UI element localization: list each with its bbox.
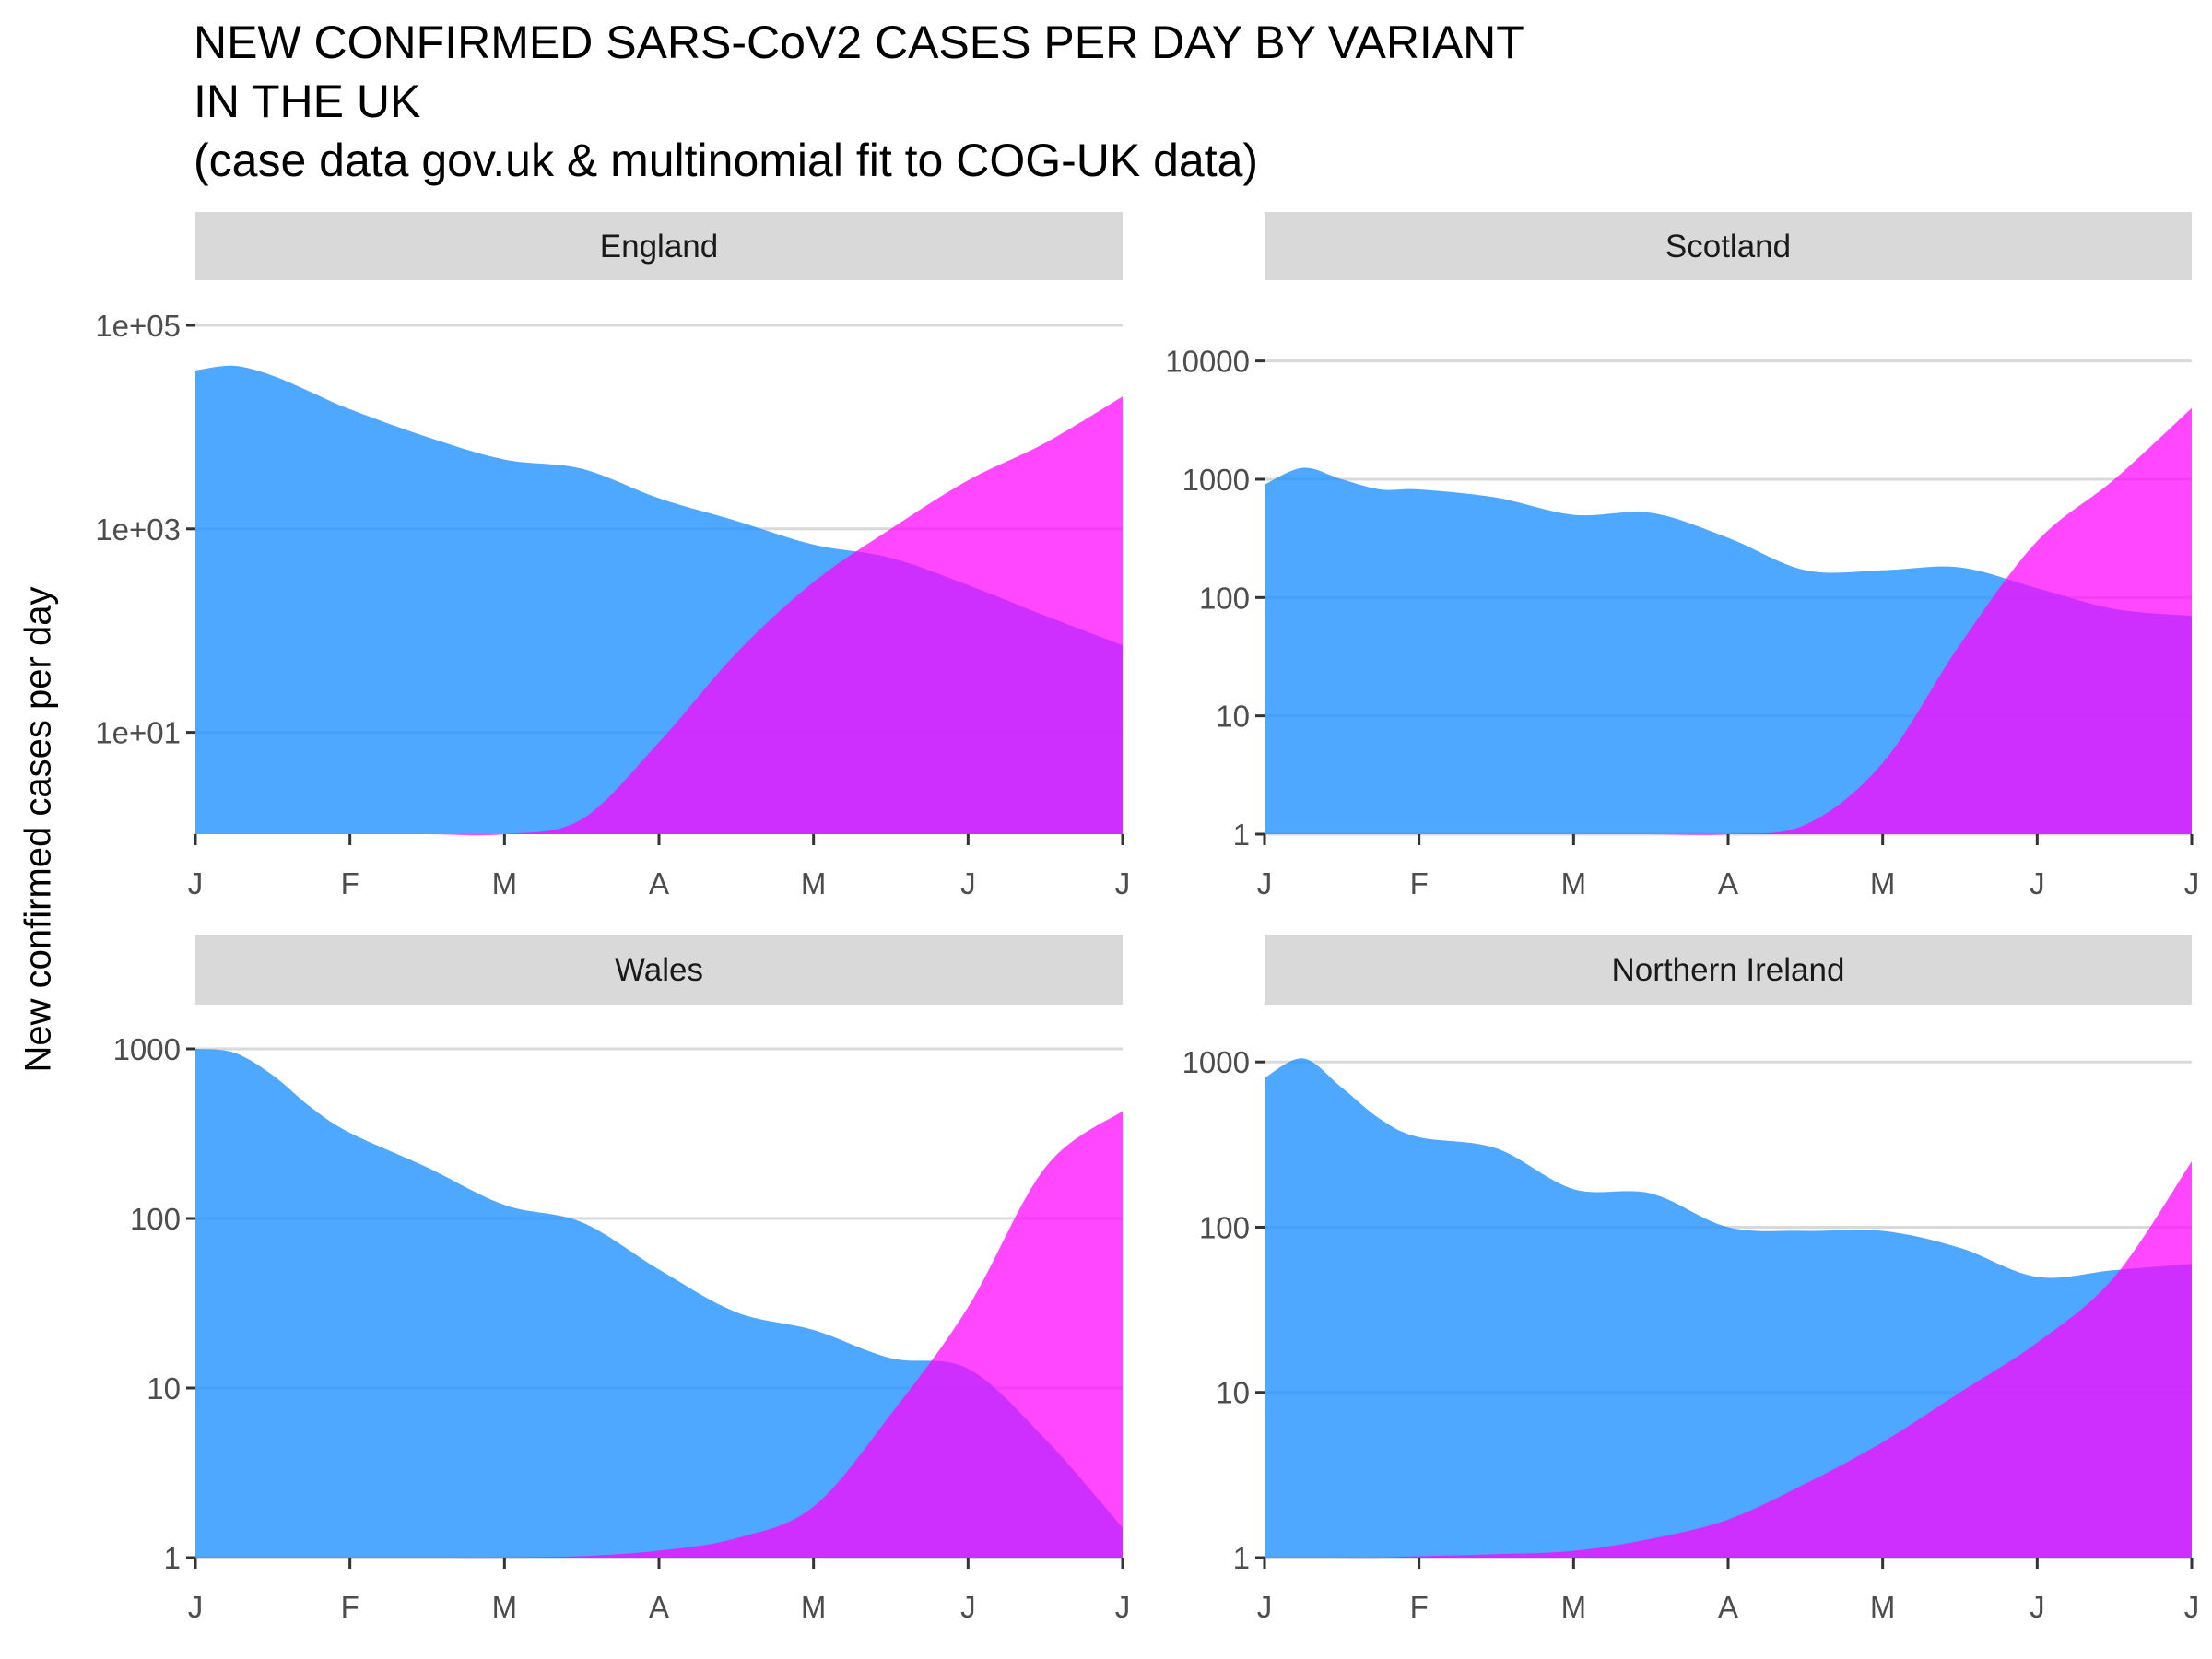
x-tick-label: J [2030, 866, 2045, 900]
y-tick-label: 1e+05 [95, 309, 181, 343]
x-tick-label: M [801, 1590, 827, 1624]
x-tick-label: J [2184, 866, 2200, 900]
y-tick-label: 1000 [1182, 463, 1250, 497]
x-tick-label: J [2030, 1590, 2045, 1624]
x-tick-label: M [492, 866, 518, 900]
x-tick-label: J [1257, 866, 1273, 900]
x-tick-label: F [1410, 1590, 1429, 1624]
x-tick-label: M [1870, 1590, 1896, 1624]
x-tick-label: J [188, 1590, 204, 1624]
x-tick-label: J [188, 866, 204, 900]
x-tick-label: M [1561, 866, 1587, 900]
x-tick-label: J [960, 866, 976, 900]
y-tick-label: 1 [1233, 818, 1250, 852]
chart-title-line-1: NEW CONFIRMED SARS-CoV2 CASES PER DAY BY… [194, 17, 1524, 68]
x-tick-label: A [1718, 1590, 1738, 1624]
facet-strip [1265, 212, 2192, 280]
y-tick-label: 100 [1199, 1210, 1250, 1244]
facet-strip [195, 212, 1123, 280]
series-area-2 [195, 396, 1123, 836]
chart-title-line-2: IN THE UK [194, 76, 421, 127]
facet-panel-scotland: Scotland 1 10 100 1000 10000 J F M A M J J [1165, 212, 2199, 900]
facet-strip [195, 935, 1123, 1005]
facet-strip-label: Scotland [1665, 229, 1791, 265]
y-tick-label: 10 [147, 1371, 181, 1406]
x-tick-label: M [801, 866, 827, 900]
x-tick-label: F [341, 1590, 359, 1624]
x-tick-label: M [1870, 866, 1896, 900]
y-tick-label: 1000 [1182, 1045, 1250, 1079]
y-tick-label: 100 [130, 1202, 181, 1236]
facet-panel-england: England 1e+01 1e+03 1e+05 J F M A M J J [95, 212, 1130, 900]
series-area-2 [1265, 1161, 2192, 1559]
y-tick-label: 10 [1216, 700, 1250, 734]
x-tick-label: J [1115, 1590, 1131, 1624]
y-tick-label: 1e+03 [95, 512, 181, 547]
y-tick-label: 1 [164, 1541, 181, 1575]
x-tick-label: J [960, 1590, 976, 1624]
x-tick-label: J [1115, 866, 1131, 900]
y-tick-label: 10000 [1165, 345, 1250, 379]
x-tick-label: M [1561, 1590, 1587, 1624]
x-tick-label: J [1257, 1590, 1273, 1624]
facet-strip-label: Wales [615, 952, 703, 988]
facet-panel-wales: Wales 1 10 100 1000 J F M A M J J [113, 935, 1131, 1624]
facet-strip-label: England [600, 229, 718, 265]
chart-title-line-3: (case data gov.uk & multinomial fit to C… [194, 135, 1259, 186]
y-tick-label: 1e+01 [95, 716, 181, 750]
series-area-2 [1265, 407, 2192, 835]
x-tick-label: F [341, 866, 359, 900]
x-tick-label: A [1718, 866, 1738, 900]
series-area-2 [195, 1111, 1123, 1559]
x-tick-label: A [649, 1590, 669, 1624]
facet-strip-label: Northern Ireland [1612, 952, 1845, 988]
x-tick-label: A [649, 866, 669, 900]
x-tick-label: J [2184, 1590, 2200, 1624]
y-tick-label: 10 [1216, 1376, 1250, 1410]
chart-title: NEW CONFIRMED SARS-CoV2 CASES PER DAY BY… [194, 13, 2175, 190]
y-tick-label: 1000 [113, 1032, 181, 1066]
x-tick-label: F [1410, 866, 1429, 900]
facet-panel-northern-ireland: Northern Ireland 1 10 100 1000 J F M A M J J [1182, 935, 2200, 1624]
y-tick-label: 1 [1233, 1541, 1250, 1575]
x-tick-label: M [492, 1590, 518, 1624]
facet-strip [1265, 935, 2192, 1005]
y-tick-label: 100 [1199, 581, 1250, 615]
